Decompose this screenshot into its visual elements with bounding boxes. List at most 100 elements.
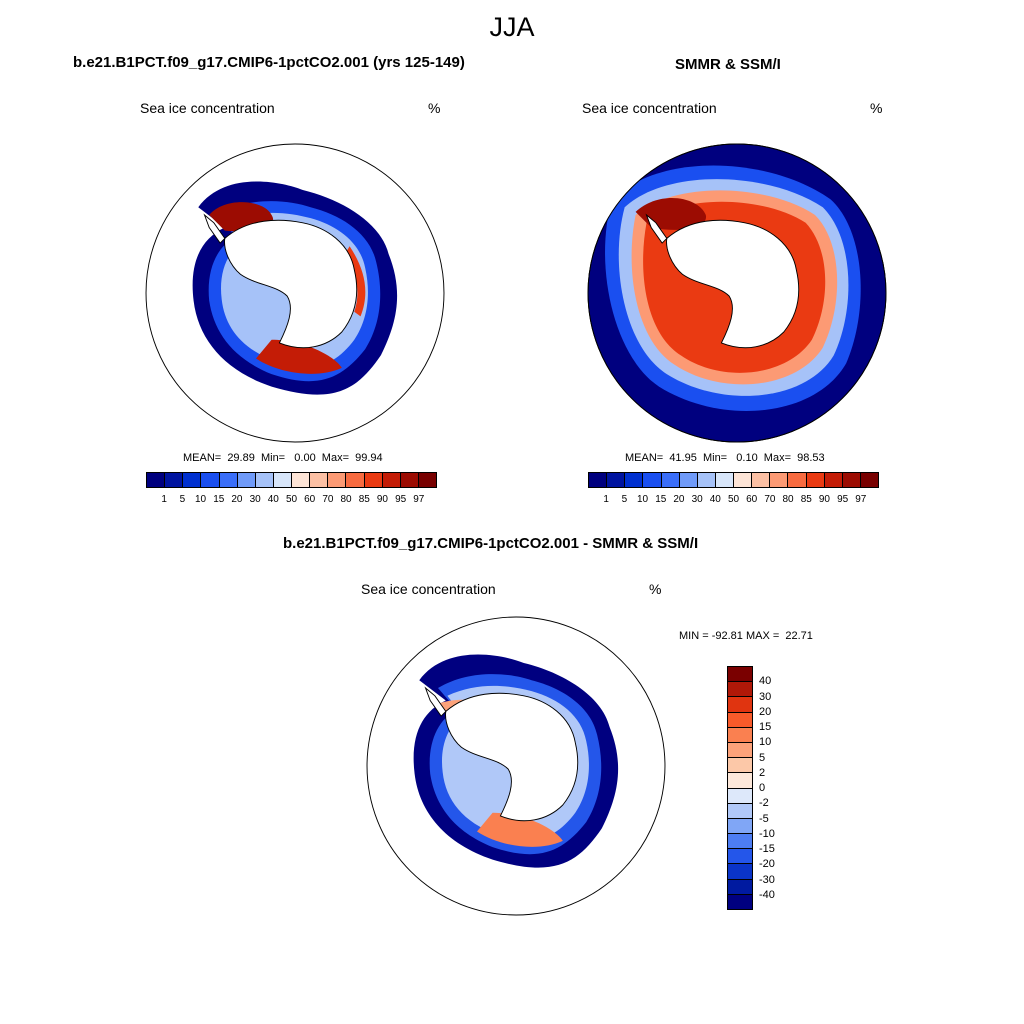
colorbar-tick-label: 30 [691, 494, 703, 505]
panel-obs-variable: Sea ice concentration [582, 100, 717, 116]
colorbar-swatch [237, 473, 256, 487]
colorbar-tick-label: 5 [759, 751, 766, 764]
obs-colorbar-labels: 1 5 10 15 20 30 40 50 60 70 80 85 90 95 97 [588, 494, 879, 508]
colorbar-swatch [292, 473, 311, 487]
antarctic-peninsula [203, 213, 226, 244]
colorbar-swatch [842, 473, 861, 487]
colorbar-tick-label: 60 [304, 494, 316, 505]
colorbar-swatch [165, 473, 184, 487]
colorbar-swatch [728, 894, 752, 909]
colorbar-swatch [728, 879, 752, 895]
antarctic-peninsula [424, 686, 447, 717]
difference-colorbar [727, 666, 753, 910]
model-colorbar-labels: 1 5 10 15 20 30 40 50 60 70 80 85 90 95 97 [146, 494, 437, 508]
colorbar-tick-label: 70 [764, 494, 776, 505]
colorbar-tick-label: 40 [759, 675, 772, 688]
colorbar-tick-label: 90 [818, 494, 830, 505]
colorbar-swatch [752, 473, 771, 487]
colorbar-tick-label: -15 [759, 843, 775, 855]
colorbar-swatch [183, 473, 202, 487]
colorbar-swatch [661, 473, 680, 487]
colorbar-swatch [728, 864, 752, 880]
panel-model-variable: Sea ice concentration [140, 100, 275, 116]
colorbar-tick-label: 10 [195, 494, 207, 505]
colorbar-tick-label: 70 [322, 494, 334, 505]
panel-model-title: b.e21.B1PCT.f09_g17.CMIP6-1pctCO2.001 (y… [73, 54, 465, 71]
colorbar-swatch [728, 788, 752, 804]
colorbar-tick-label: -30 [759, 873, 775, 886]
model-east-antarctic-coast-ice [344, 246, 366, 317]
colorbar-tick-label: 2 [759, 766, 766, 779]
colorbar-tick-label: 30 [759, 690, 772, 703]
antarctica-land [666, 219, 800, 349]
colorbar-swatch [788, 473, 807, 487]
colorbar-tick-label: 80 [782, 494, 794, 505]
antarctica-land [224, 219, 358, 349]
panel-obs-stats: MEAN= 41.95 Min= 0.10 Max= 98.53 [625, 452, 825, 464]
difference-colorbar-labels: 40 30 20 15 10 5 2 0 -2 -5 -10 -15 -20 -30 -40 [759, 666, 799, 910]
colorbar-tick-label: 85 [358, 494, 370, 505]
panel-diff-variable: Sea ice concentration [361, 581, 496, 597]
diff-ross-positive [477, 812, 563, 847]
colorbar-swatch [734, 473, 753, 487]
colorbar-tick-label: 10 [637, 494, 649, 505]
colorbar-swatch [728, 712, 752, 728]
colorbar-tick-label: 97 [855, 494, 867, 505]
colorbar-tick-label: 5 [179, 494, 186, 505]
figure-title: JJA [489, 12, 535, 42]
colorbar-swatch [728, 818, 752, 835]
colorbar-swatch [728, 849, 752, 865]
model-sea-ice-map [145, 143, 445, 443]
model-ross-high-conc [256, 339, 342, 374]
panel-diff-units: % [649, 581, 662, 597]
panel-model-stats: MEAN= 29.89 Min= 0.00 Max= 99.94 [183, 452, 383, 464]
panel-diff-stats: MIN = -92.81 MAX = 22.71 [679, 630, 813, 642]
colorbar-swatch [589, 473, 608, 487]
colorbar-swatch [728, 834, 752, 850]
colorbar-swatch [607, 473, 626, 487]
colorbar-swatch [860, 473, 878, 487]
colorbar-tick-label: -2 [759, 797, 769, 810]
colorbar-swatch [715, 473, 734, 487]
colorbar-tick-label: 97 [413, 494, 425, 505]
colorbar-swatch [728, 758, 752, 774]
colorbar-tick-label: 20 [231, 494, 243, 505]
colorbar-swatch [679, 473, 698, 487]
colorbar-swatch [770, 473, 789, 487]
difference-sea-ice-map [366, 616, 666, 916]
colorbar-tick-label: 80 [340, 494, 352, 505]
panel-obs-title: SMMR & SSM/I [675, 56, 781, 73]
colorbar-tick-label: 15 [655, 494, 667, 505]
colorbar-swatch [382, 473, 401, 487]
colorbar-tick-label: 40 [709, 494, 721, 505]
panel-obs-units: % [870, 100, 883, 116]
colorbar-tick-label: 5 [621, 494, 628, 505]
colorbar-swatch [346, 473, 365, 487]
colorbar-tick-label: 95 [837, 494, 849, 505]
colorbar-tick-label: 30 [249, 494, 261, 505]
panel-model-units: % [428, 100, 441, 116]
colorbar-tick-label: 60 [746, 494, 758, 505]
colorbar-tick-label: 50 [285, 494, 298, 505]
colorbar-tick-label: 50 [727, 494, 740, 505]
obs-sea-ice-map [587, 143, 887, 443]
colorbar-swatch [273, 473, 292, 487]
colorbar-tick-label: 40 [267, 494, 279, 505]
colorbar-swatch [328, 473, 347, 487]
colorbar-swatch [310, 473, 329, 487]
colorbar-swatch [219, 473, 238, 487]
colorbar-tick-label: -5 [759, 812, 769, 825]
colorbar-tick-label: 15 [213, 494, 225, 505]
colorbar-swatch [728, 667, 752, 683]
colorbar-swatch [255, 473, 274, 487]
colorbar-tick-label: -40 [759, 888, 775, 901]
colorbar-tick-label: 10 [759, 736, 772, 749]
colorbar-tick-label: 90 [376, 494, 388, 505]
colorbar-swatch [697, 473, 716, 487]
colorbar-swatch [643, 473, 662, 487]
obs-colorbar [588, 472, 879, 488]
panel-diff-title: b.e21.B1PCT.f09_g17.CMIP6-1pctCO2.001 - … [283, 535, 699, 552]
colorbar-tick-label: -20 [759, 858, 775, 871]
colorbar-swatch [418, 473, 436, 487]
colorbar-tick-label: 0 [759, 782, 766, 794]
